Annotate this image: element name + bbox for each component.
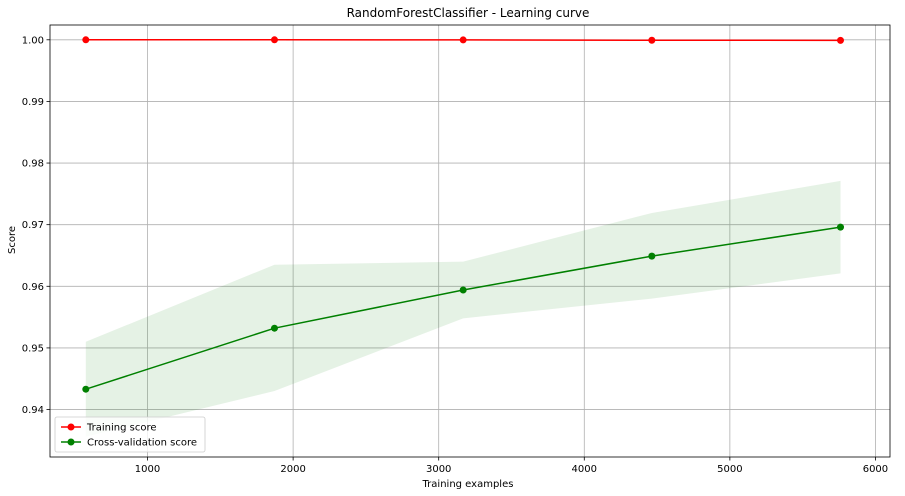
legend-box	[54, 416, 206, 453]
cross-validation-score-point	[82, 385, 90, 393]
x-tick-label: 4000	[572, 464, 597, 475]
confidence-bands	[85, 39, 841, 437]
cross-validation-score-point	[648, 252, 656, 260]
legend-cross-validation-marker	[67, 438, 75, 446]
y-tick-label: 0.95	[22, 343, 44, 354]
x-tick-label: 5000	[717, 464, 742, 475]
y-tick-label: 1.00	[22, 35, 44, 46]
x-tick-label: 2000	[280, 464, 305, 475]
legend-cross-validation-label: Cross-validation score	[87, 438, 197, 449]
cross-validation-score-point	[837, 223, 845, 231]
legend-training-marker	[67, 423, 75, 431]
y-axis-ticks: 0.94 0.95 0.96 0.97 0.98 0.99 1.00	[22, 35, 50, 416]
cross-validation-score-band	[85, 180, 841, 437]
legend: Training score Cross-validation score	[54, 416, 206, 453]
x-tick-label: 6000	[863, 464, 888, 475]
y-tick-label: 0.94	[22, 405, 44, 416]
x-tick-label: 3000	[426, 464, 451, 475]
y-tick-label: 0.99	[22, 97, 44, 108]
chart-title: RandomForestClassifier - Learning curve	[347, 6, 590, 20]
x-tick-label: 1000	[135, 464, 160, 475]
training-score-point	[837, 36, 845, 44]
cross-validation-score-point	[270, 324, 278, 332]
y-tick-label: 0.97	[22, 220, 44, 231]
x-axis-ticks: 1000 2000 3000 4000 5000 6000	[135, 457, 888, 475]
legend-training-label: Training score	[86, 423, 157, 434]
y-tick-label: 0.98	[22, 159, 44, 170]
training-score-point	[270, 36, 278, 44]
series-points	[82, 36, 845, 393]
plot-frame	[49, 24, 891, 458]
cross-validation-score-point	[459, 286, 467, 294]
training-score-point	[459, 36, 467, 44]
x-axis-label: Training examples	[422, 479, 514, 490]
y-tick-label: 0.96	[22, 282, 44, 293]
y-axis-label: Score	[7, 226, 18, 254]
training-score-point	[648, 36, 656, 44]
training-score-point	[82, 36, 90, 44]
